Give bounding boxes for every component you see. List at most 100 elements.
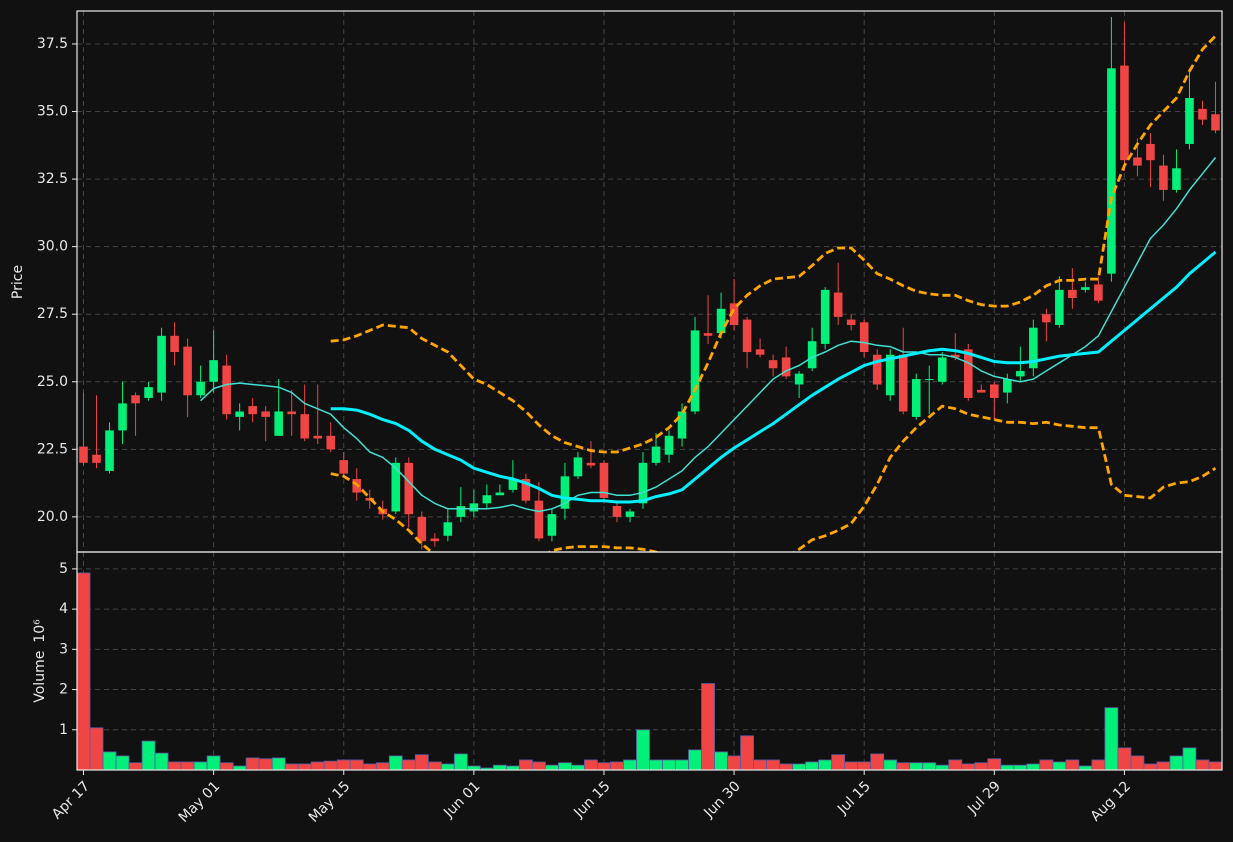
- volume-bar: [870, 753, 885, 770]
- volume-bar: [180, 761, 195, 770]
- volume-bar: [766, 759, 781, 770]
- volume-bar: [909, 762, 924, 770]
- overlay-line: [330, 404, 1217, 552]
- volume-frame: [76, 551, 1223, 771]
- volume-bar: [1065, 759, 1080, 770]
- candle-body: [651, 446, 661, 463]
- volume-bar: [1039, 759, 1054, 770]
- candle-body: [495, 492, 505, 496]
- candle-body: [677, 411, 687, 439]
- candle-body: [248, 406, 257, 415]
- volume-bar: [1013, 764, 1028, 770]
- y-tick-label: 3: [59, 641, 68, 657]
- candle-body: [638, 462, 648, 504]
- candle-body: [1107, 68, 1116, 274]
- candle-body: [1029, 327, 1038, 369]
- volume-bar: [961, 763, 976, 770]
- candle-body: [664, 435, 674, 455]
- candle-body: [703, 333, 713, 336]
- candle-body: [1016, 370, 1025, 377]
- candle-body: [313, 435, 323, 439]
- candle-body: [144, 387, 153, 398]
- volume-bar: [623, 759, 637, 770]
- volume-bar: [115, 755, 130, 770]
- candle-body: [1094, 284, 1103, 301]
- price-axis-label: Price: [10, 265, 26, 299]
- candle-body: [990, 384, 999, 398]
- volume-bar: [154, 752, 169, 770]
- volume-bar: [1000, 764, 1015, 770]
- volume-bar: [844, 761, 859, 770]
- overlay-line: [330, 34, 1217, 454]
- volume-bar: [701, 683, 715, 770]
- candle-body: [1055, 289, 1064, 326]
- volume-bar: [740, 735, 754, 770]
- volume-bar: [1195, 759, 1210, 770]
- volume-bar: [77, 572, 91, 770]
- candle-body: [898, 354, 908, 412]
- volume-bar: [349, 759, 364, 770]
- y-tick-label: 27.5: [37, 306, 68, 322]
- volume-bar: [310, 761, 325, 770]
- candle-body: [729, 303, 739, 326]
- candle-body: [937, 357, 947, 382]
- candle-body: [820, 289, 830, 344]
- volume-bar: [414, 754, 429, 770]
- candle-body: [326, 435, 336, 450]
- candle-body: [534, 500, 544, 539]
- candle-body: [924, 379, 934, 381]
- volume-bar: [1091, 759, 1106, 770]
- volume-bar: [935, 764, 950, 770]
- volume-bar: [714, 751, 728, 770]
- volume-bar: [193, 761, 208, 770]
- price-plot: [79, 16, 1220, 552]
- candle-body: [521, 479, 531, 501]
- volume-bar: [375, 762, 390, 770]
- volume-bar: [571, 764, 585, 770]
- candle-body: [599, 462, 609, 498]
- volume-bar: [987, 758, 1002, 770]
- volume-label-text: Volume: [32, 651, 48, 703]
- volume-bar: [597, 762, 611, 770]
- candle-body: [833, 292, 843, 317]
- volume-bar: [167, 761, 182, 770]
- candle-body: [612, 506, 622, 517]
- volume-bar: [662, 759, 676, 770]
- volume-bar: [258, 758, 273, 770]
- volume-bar: [1143, 763, 1158, 770]
- volume-bar: [453, 753, 468, 770]
- candle-body: [1042, 314, 1051, 323]
- candle-body: [183, 346, 192, 396]
- volume-bar: [896, 762, 911, 770]
- volume-bar: [297, 763, 312, 770]
- volume-scale: 10⁶: [32, 619, 48, 643]
- volume-bar: [440, 763, 455, 770]
- candle-body: [950, 354, 960, 358]
- y-tick-label: 35.0: [37, 104, 68, 120]
- volume-bar: [1130, 755, 1145, 770]
- candle-body: [443, 522, 453, 536]
- candle-body: [118, 403, 127, 431]
- candle-body: [846, 319, 856, 326]
- volume-bar: [688, 749, 702, 770]
- volume-bar: [492, 764, 507, 770]
- volume-bar: [649, 759, 663, 770]
- volume-bar: [1169, 755, 1184, 770]
- candle-body: [508, 479, 518, 490]
- volume-axis-label: Volume 10⁶: [32, 619, 48, 703]
- volume-bar: [584, 759, 598, 770]
- y-tick-label: 2: [59, 682, 68, 698]
- volume-bar: [545, 764, 559, 770]
- volume-bar: [831, 754, 846, 770]
- volume-bar: [336, 759, 351, 770]
- candle-body: [196, 381, 205, 396]
- y-tick-label: 20.0: [37, 509, 68, 525]
- candle-body: [794, 373, 804, 385]
- candle-body: [807, 341, 817, 369]
- candle-body: [547, 514, 557, 536]
- candle-body: [859, 322, 869, 353]
- volume-bar: [466, 765, 481, 770]
- candle-body: [404, 462, 414, 515]
- candle-body: [1146, 143, 1155, 161]
